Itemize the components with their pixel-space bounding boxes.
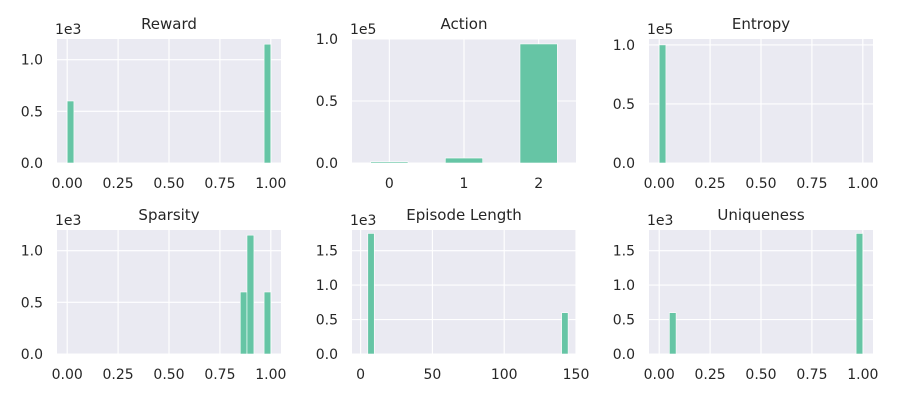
chart-action-bar-1 bbox=[445, 157, 483, 164]
chart-episode-length-bar-0 bbox=[367, 233, 375, 355]
chart-entropy: 0.00 0.25 0.50 0.75 1.00 0.0 0.5 1.0 1e5 Entropy bbox=[613, 15, 879, 192]
chart-sparsity: 0.00 0.25 0.50 0.75 1.00 0.0 0.5 1.0 1e3 Sparsity bbox=[21, 206, 287, 383]
chart-entropy-xtick-label-0: 0.00 bbox=[644, 176, 675, 192]
chart-episode-length-ytick-label-0: 0.0 bbox=[316, 347, 338, 363]
chart-uniqueness-xtick-label-1: 0.25 bbox=[695, 367, 726, 383]
chart-episode-length-xtick-label-0: 0 bbox=[356, 367, 365, 383]
chart-entropy-ytick-label-0: 0.0 bbox=[613, 156, 635, 172]
chart-uniqueness: 0.00 0.25 0.50 0.75 1.00 0.0 0.5 1.0 1.5 1e3 Uniqu… bbox=[613, 206, 879, 383]
chart-episode-length-ytick-label-2: 1.0 bbox=[316, 278, 338, 294]
chart-uniqueness-ytick-label-0: 0.0 bbox=[613, 347, 635, 363]
chart-sparsity-bar-0 bbox=[239, 291, 248, 355]
chart-sparsity-xtick-label-2: 0.50 bbox=[153, 367, 184, 383]
chart-entropy-title: Entropy bbox=[732, 15, 790, 33]
chart-entropy-bar-0 bbox=[658, 44, 667, 164]
chart-episode-length-title: Episode Length bbox=[406, 206, 521, 224]
chart-action-bar-2 bbox=[519, 43, 558, 164]
chart-entropy-xtick-label-1: 0.25 bbox=[695, 176, 726, 192]
chart-entropy-ytick-label-2: 1.0 bbox=[613, 38, 635, 54]
chart-reward-title: Reward bbox=[141, 15, 197, 33]
chart-episode-length-xtick-label-3: 150 bbox=[563, 367, 590, 383]
chart-sparsity-ytick-label-2: 1.0 bbox=[21, 244, 43, 260]
chart-episode-length-bar-1 bbox=[561, 312, 569, 355]
chart-uniqueness-ytick-label-3: 1.5 bbox=[613, 244, 635, 260]
chart-uniqueness-bar-1 bbox=[855, 233, 864, 355]
chart-sparsity-title: Sparsity bbox=[138, 206, 199, 224]
chart-reward: 0.00 0.25 0.50 0.75 1.00 0.0 0.5 1.0 1e3 Reward bbox=[21, 15, 287, 192]
chart-action-xtick-label-1: 1 bbox=[460, 176, 469, 192]
chart-action-bar-0 bbox=[370, 161, 409, 164]
chart-episode-length-ytick-label-3: 1.5 bbox=[316, 244, 338, 260]
chart-entropy-xtick-label-3: 0.75 bbox=[796, 176, 827, 192]
chart-uniqueness-xtick-label-0: 0.00 bbox=[644, 367, 675, 383]
chart-sparsity-xtick-label-1: 0.25 bbox=[103, 367, 134, 383]
chart-uniqueness-xtick-label-4: 1.00 bbox=[847, 367, 878, 383]
chart-uniqueness-ytick-label-2: 1.0 bbox=[613, 278, 635, 294]
chart-uniqueness-title: Uniqueness bbox=[717, 206, 804, 224]
chart-entropy-xtick-label-2: 0.50 bbox=[745, 176, 776, 192]
chart-action: 0 1 2 0.0 0.5 1.0 1e5 Action bbox=[316, 15, 576, 192]
chart-reward-xtick-label-2: 0.50 bbox=[153, 176, 184, 192]
chart-episode-length-yoffset: 1e3 bbox=[350, 213, 376, 229]
chart-reward-bar-1 bbox=[263, 43, 272, 164]
chart-reward-xtick-label-4: 1.00 bbox=[255, 176, 286, 192]
chart-reward-yoffset: 1e3 bbox=[55, 22, 81, 38]
chart-action-xtick-label-0: 0 bbox=[385, 176, 394, 192]
chart-action-ytick-label-2: 1.0 bbox=[316, 32, 338, 48]
chart-action-ytick-label-0: 0.0 bbox=[316, 156, 338, 172]
chart-reward-xtick-label-1: 0.25 bbox=[103, 176, 134, 192]
chart-action-ytick-label-1: 0.5 bbox=[316, 94, 338, 110]
chart-episode-length-ytick-label-1: 0.5 bbox=[316, 313, 338, 329]
chart-uniqueness-yoffset: 1e3 bbox=[647, 213, 673, 229]
chart-episode-length-xtick-label-2: 100 bbox=[491, 367, 518, 383]
chart-reward-ytick-label-2: 1.0 bbox=[21, 53, 43, 69]
chart-reward-ytick-label-0: 0.0 bbox=[21, 156, 43, 172]
chart-action-yoffset: 1e5 bbox=[350, 22, 376, 38]
chart-action-xtick-label-2: 2 bbox=[534, 176, 543, 192]
chart-reward-xtick-label-3: 0.75 bbox=[204, 176, 235, 192]
chart-episode-length-xtick-label-1: 50 bbox=[423, 367, 441, 383]
chart-sparsity-bar-2 bbox=[263, 291, 272, 355]
chart-entropy-ytick-label-1: 0.5 bbox=[613, 97, 635, 113]
chart-episode-length: 0 50 100 150 0.0 0.5 1.0 1.5 1e3 Episode Length bbox=[316, 206, 590, 383]
chart-reward-xtick-label-0: 0.00 bbox=[52, 176, 83, 192]
chart-reward-bar-0 bbox=[66, 100, 75, 164]
chart-reward-ytick-label-1: 0.5 bbox=[21, 104, 43, 120]
chart-entropy-yoffset: 1e5 bbox=[647, 22, 673, 38]
chart-sparsity-bar-1 bbox=[246, 234, 255, 355]
chart-uniqueness-xtick-label-2: 0.50 bbox=[745, 367, 776, 383]
chart-sparsity-ytick-label-0: 0.0 bbox=[21, 347, 43, 363]
chart-sparsity-ytick-label-1: 0.5 bbox=[21, 295, 43, 311]
chart-uniqueness-bar-0 bbox=[669, 312, 677, 355]
chart-sparsity-xtick-label-3: 0.75 bbox=[204, 367, 235, 383]
chart-sparsity-xtick-label-4: 1.00 bbox=[255, 367, 286, 383]
chart-uniqueness-xtick-label-3: 0.75 bbox=[796, 367, 827, 383]
chart-uniqueness-ytick-label-1: 0.5 bbox=[613, 313, 635, 329]
chart-action-title: Action bbox=[441, 15, 488, 33]
chart-sparsity-yoffset: 1e3 bbox=[55, 213, 81, 229]
chart-sparsity-xtick-label-0: 0.00 bbox=[52, 367, 83, 383]
chart-episode-length-plot-area bbox=[352, 230, 576, 354]
chart-entropy-xtick-label-4: 1.00 bbox=[847, 176, 878, 192]
